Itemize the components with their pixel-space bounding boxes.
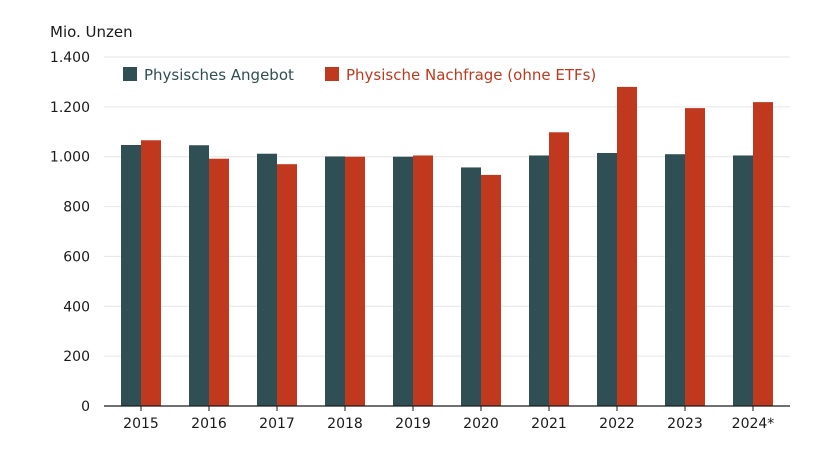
legend-swatch-supply <box>123 67 137 81</box>
bar-physisches-angebot <box>393 156 413 406</box>
bar-physische-nachfrage <box>685 108 705 406</box>
x-tick-label: 2015 <box>123 416 159 432</box>
bar-physisches-angebot <box>529 155 549 406</box>
bar-physische-nachfrage <box>549 132 569 406</box>
bar-physische-nachfrage <box>481 174 501 406</box>
bar-physisches-angebot <box>257 153 277 406</box>
bar-physische-nachfrage <box>345 156 365 406</box>
bar-physische-nachfrage <box>209 158 229 406</box>
y-tick-label: 400 <box>63 299 90 315</box>
x-tick-label: 2024* <box>732 416 775 432</box>
y-tick-label: 600 <box>63 249 90 265</box>
legend-label-supply: Physisches Angebot <box>144 66 294 84</box>
x-tick-label: 2018 <box>327 416 363 432</box>
x-tick-label: 2016 <box>191 416 227 432</box>
bar-physisches-angebot <box>665 154 685 406</box>
x-axis: 2015 2016 2017 2018 2019 2020 2021 2022 2023 2024… <box>104 405 790 432</box>
bar-physisches-angebot <box>121 144 141 406</box>
bar-physische-nachfrage <box>277 164 297 406</box>
y-tick-label: 0 <box>81 399 90 415</box>
bar-physisches-angebot <box>189 145 209 407</box>
bar-physisches-angebot <box>325 156 345 406</box>
bar-physische-nachfrage <box>753 102 773 406</box>
y-tick-label: 1.000 <box>50 150 90 166</box>
legend-swatch-demand <box>325 67 339 81</box>
y-tick-label: 200 <box>63 349 90 365</box>
y-axis-tick-labels: 0 200 400 600 800 1.000 1.200 1.400 <box>50 50 90 415</box>
bar-physische-nachfrage <box>617 86 637 407</box>
x-tick-label: 2021 <box>531 416 567 432</box>
bar-physische-nachfrage <box>413 155 433 406</box>
y-tick-label: 1.400 <box>50 50 90 66</box>
bar-physische-nachfrage <box>141 140 161 407</box>
y-tick-label: 1.200 <box>50 100 90 116</box>
y-tick-label: 800 <box>63 200 90 216</box>
x-tick-label: 2020 <box>463 416 499 432</box>
x-tick-label: 2023 <box>667 416 703 432</box>
bar-physisches-angebot <box>733 155 753 406</box>
legend: Physisches Angebot Physische Nachfrage (… <box>123 66 596 84</box>
x-tick-label: 2017 <box>259 416 295 432</box>
bar-physisches-angebot <box>597 152 617 406</box>
legend-label-demand: Physische Nachfrage (ohne ETFs) <box>346 66 596 84</box>
y-axis-unit-label: Mio. Unzen <box>50 23 133 41</box>
bars <box>121 86 773 407</box>
x-tick-label: 2019 <box>395 416 431 432</box>
x-tick-label: 2022 <box>599 416 635 432</box>
bar-physisches-angebot <box>461 167 481 406</box>
